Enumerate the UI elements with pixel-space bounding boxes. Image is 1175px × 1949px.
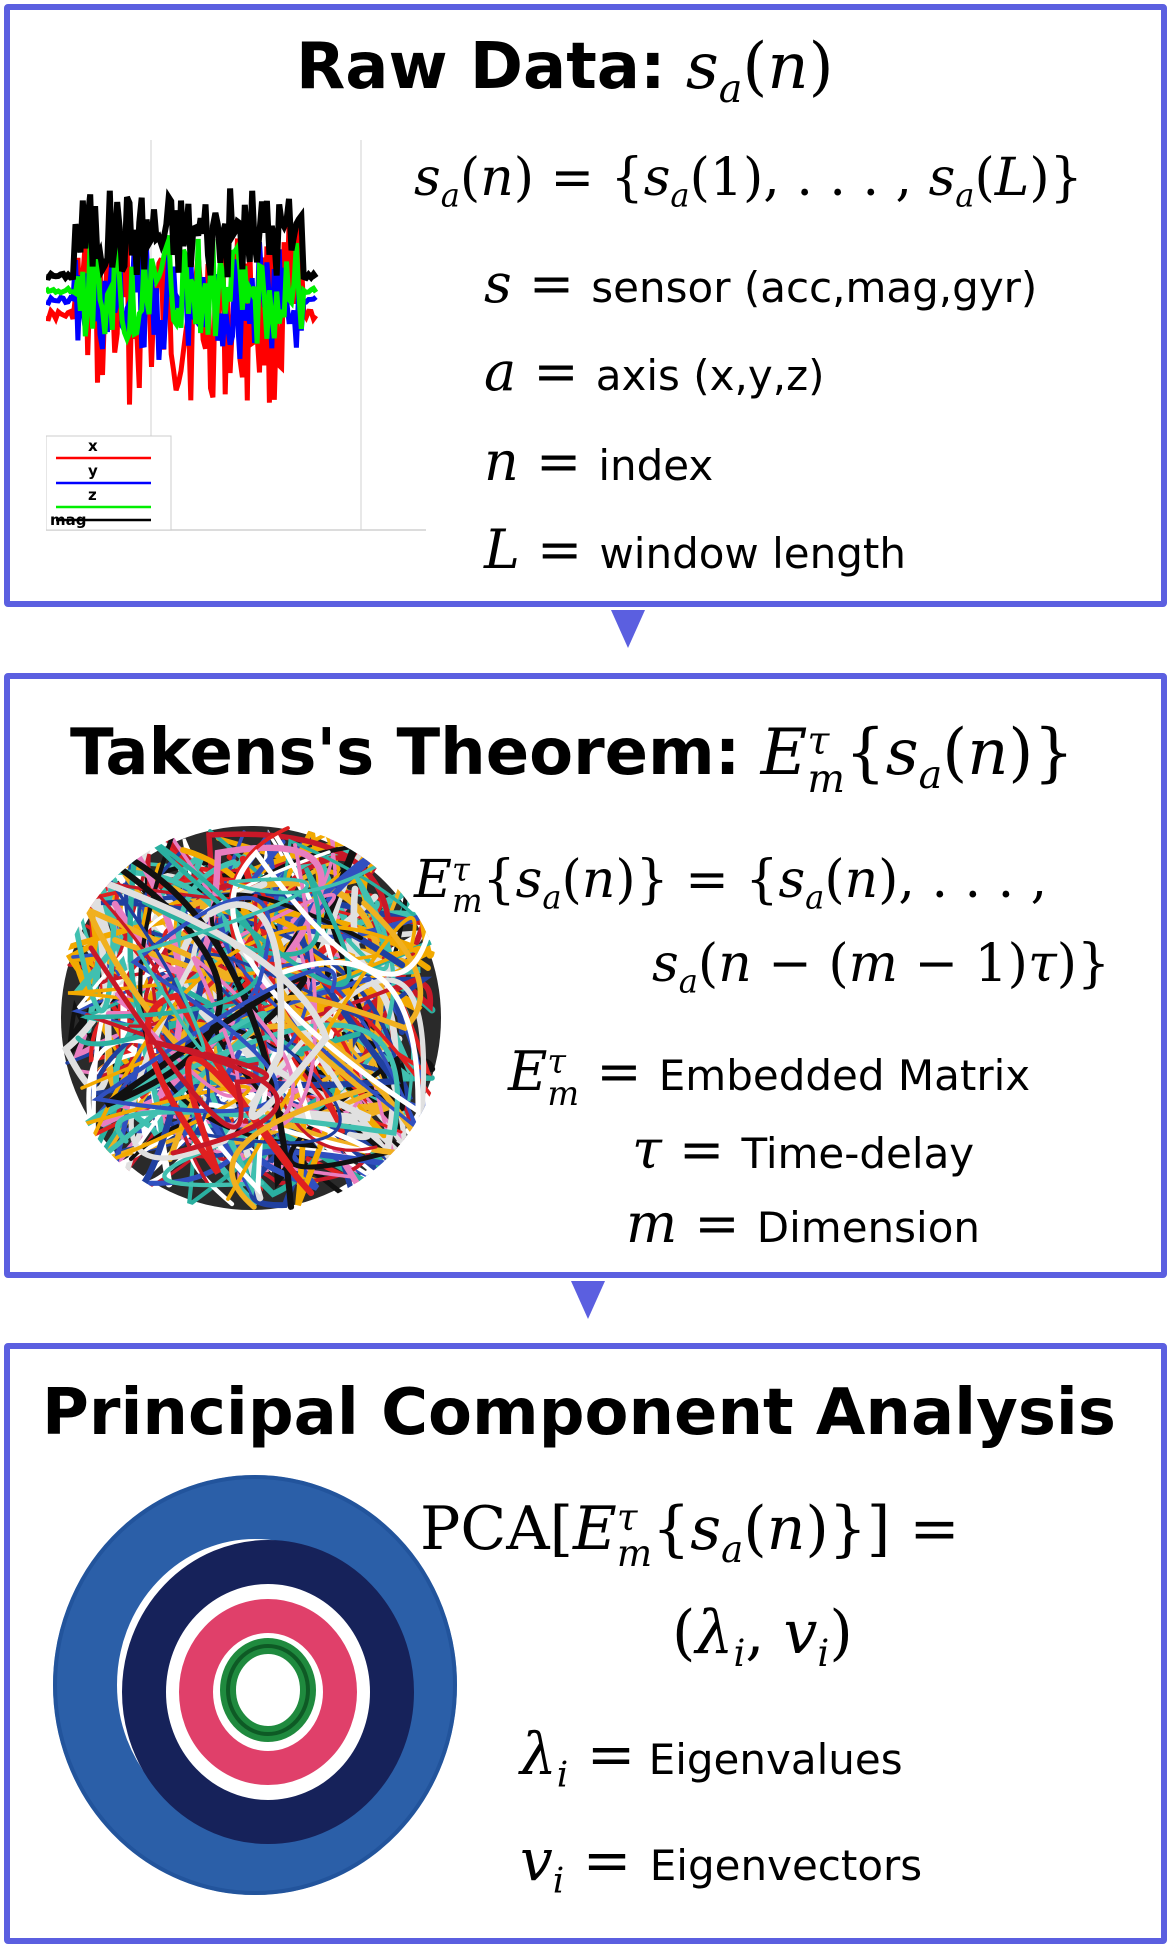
legend-sensor: s = sensor (acc,mag,gyr) <box>484 252 1038 315</box>
yarn-strand <box>88 945 281 1156</box>
pca-title-text: Principal Component Analysis <box>42 1376 1116 1450</box>
signal-z-line <box>46 234 319 346</box>
legend-axis: a = axis (x,y,z) <box>484 340 825 403</box>
pca-definition-line1: PCA[E τ m {sa(n)}] = <box>420 1494 960 1575</box>
plot-legend-z: z <box>88 486 97 504</box>
legend-window-length-label: window length <box>599 529 907 578</box>
outer-blue-ring <box>53 1475 457 1895</box>
tangled-yarn-image <box>61 822 441 1211</box>
legend-index: n = index <box>484 430 714 493</box>
raw-data-title-text: Raw Data: <box>296 30 666 104</box>
legend-embedded-matrix-label: Embedded Matrix <box>658 1051 1031 1100</box>
pink-ring <box>179 1599 357 1785</box>
yarn-strand <box>68 916 417 1201</box>
legend-sensor-label: sensor (acc,mag,gyr) <box>591 263 1038 312</box>
legend-eigenvectors-label: Eigenvectors <box>649 1841 923 1890</box>
legend-dimension-label: Dimension <box>756 1203 981 1252</box>
yarn-strand <box>82 904 435 1162</box>
legend-eigenvectors: vi = Eigenvectors <box>520 1826 923 1902</box>
plot-legend-x: x <box>88 437 98 455</box>
takens-definition-line2: sa(n − (m − 1)τ)} <box>652 934 1111 1001</box>
nested-rings-image <box>53 1475 457 1895</box>
yarn-strand <box>79 871 330 1120</box>
takens-title-text: Takens's Theorem: <box>70 716 741 790</box>
plot-legend-y: y <box>88 462 98 480</box>
pca-definition-line2: (λi, vi) <box>672 1598 853 1676</box>
flow-arrow-1 <box>611 610 645 648</box>
legend-eigenvalues: λi = Eigenvalues <box>520 1720 903 1796</box>
sensor-signal-plot: x y z mag <box>46 140 426 531</box>
legend-time-delay: τ = Time-delay <box>632 1118 975 1181</box>
legend-window-length: L = window length <box>484 518 907 581</box>
legend-dimension: m = Dimension <box>626 1192 981 1255</box>
yarn-strand <box>136 859 387 1053</box>
legend-index-label: index <box>598 441 714 490</box>
legend-eigenvalues-label: Eigenvalues <box>648 1735 903 1784</box>
raw-data-title-math: sa(n) <box>685 30 834 112</box>
legend-axis-label: axis (x,y,z) <box>595 351 825 400</box>
signal-mag-line <box>46 188 319 283</box>
raw-data-title: Raw Data: sa(n) <box>296 30 834 112</box>
legend-time-delay-label: Time-delay <box>741 1129 975 1178</box>
flow-arrow-2 <box>571 1281 605 1319</box>
plot-legend: x y z mag <box>50 437 151 529</box>
dark-navy-ring <box>122 1540 414 1844</box>
pca-title: Principal Component Analysis <box>42 1376 1116 1450</box>
raw-data-definition: sa(n) = {sa(1), . . . , sa(L)} <box>414 148 1083 215</box>
